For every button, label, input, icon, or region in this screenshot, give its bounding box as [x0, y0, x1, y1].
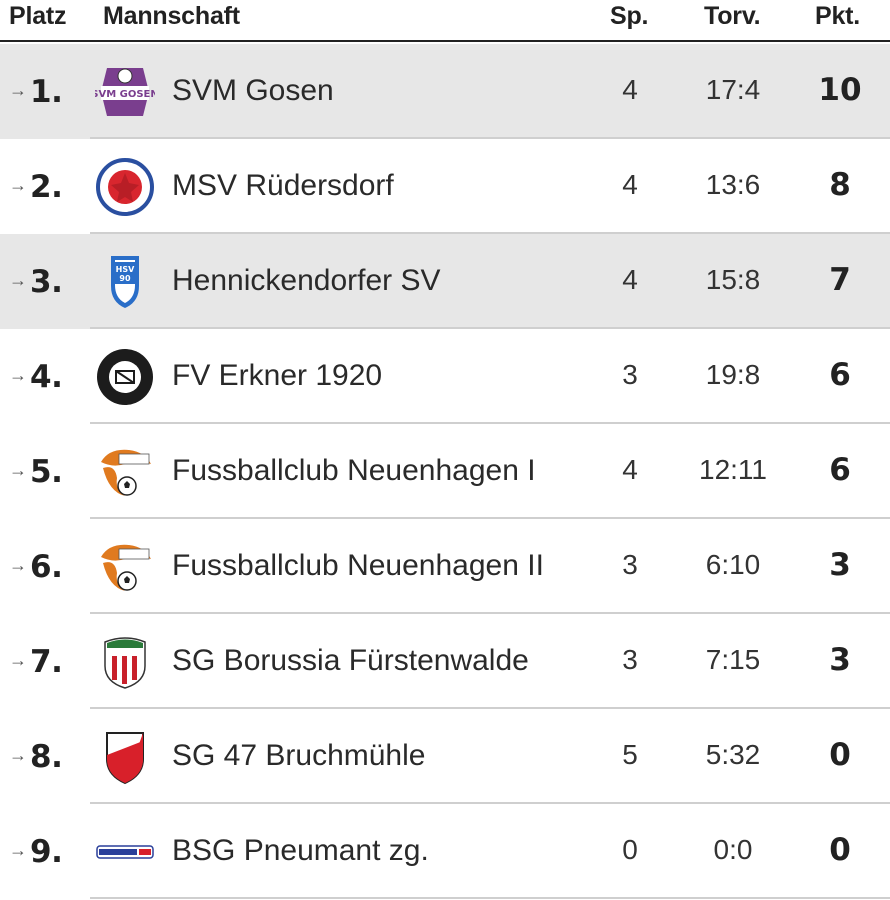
- table-row[interactable]: → 2. MSV Rüdersdorf 4 13:6 8: [0, 139, 890, 234]
- svg-text:SVM GOSEN: SVM GOSEN: [95, 89, 155, 100]
- team-name[interactable]: FV Erkner 1920: [172, 359, 383, 392]
- arrow-right-icon: →: [9, 745, 27, 765]
- header-rank[interactable]: Platz: [9, 2, 67, 30]
- rank: 5.: [30, 454, 63, 490]
- team-name[interactable]: Hennickendorfer SV: [172, 264, 441, 297]
- table-row[interactable]: → 8. SG 47 Bruchmühle 5 5:32 0: [0, 709, 890, 804]
- sg47-bruchmuehle-logo-icon[interactable]: [95, 727, 155, 787]
- points: 3: [829, 547, 851, 583]
- table-row[interactable]: → 7. SG Borussia Fürstenwalde 3 7:15 3: [0, 614, 890, 709]
- row-divider: [90, 327, 890, 329]
- goal-ratio: 19:8: [705, 359, 761, 390]
- header-goals[interactable]: Torv.: [704, 2, 761, 30]
- points: 7: [829, 262, 851, 298]
- header-team[interactable]: Mannschaft: [103, 2, 240, 30]
- header-games[interactable]: Sp.: [610, 2, 649, 30]
- team-name[interactable]: MSV Rüdersdorf: [172, 169, 394, 202]
- points: 0: [829, 737, 851, 773]
- standings-table: → 1. SVM GOSEN SVM Gosen 4 17:4 10 → 2. …: [0, 44, 890, 899]
- table-row[interactable]: → 9. BSG Pneumant zg. 0 0:0 0: [0, 804, 890, 899]
- rank: 3.: [30, 264, 63, 300]
- header-points[interactable]: Pkt.: [815, 2, 861, 30]
- rank: 2.: [30, 169, 63, 205]
- goal-ratio: 13:6: [705, 169, 761, 200]
- rank: 6.: [30, 549, 63, 585]
- row-divider: [90, 517, 890, 519]
- games-played: 0: [622, 834, 638, 865]
- table-row[interactable]: → 6. Fussballclub Neuenhagen II 3 6:10 3: [0, 519, 890, 614]
- svg-text:90: 90: [119, 274, 131, 283]
- games-played: 4: [622, 74, 638, 105]
- arrow-right-icon: →: [9, 840, 27, 860]
- points: 6: [829, 357, 851, 393]
- goal-ratio: 12:11: [699, 454, 767, 485]
- games-played: 4: [622, 454, 638, 485]
- goal-ratio: 15:8: [705, 264, 761, 295]
- row-divider: [90, 137, 890, 139]
- row-divider: [90, 897, 890, 899]
- table-row[interactable]: → 4. FV Erkner 1920 3 19:8 6: [0, 329, 890, 424]
- rank: 8.: [30, 739, 63, 775]
- arrow-right-icon: →: [9, 460, 27, 480]
- goal-ratio: 0:0: [713, 834, 753, 865]
- goal-ratio: 17:4: [705, 74, 761, 105]
- row-divider: [90, 422, 890, 424]
- fc-neuenhagen-logo-icon[interactable]: [95, 442, 155, 502]
- svg-text:HSV: HSV: [116, 265, 135, 274]
- games-played: 4: [622, 169, 638, 200]
- msv-ruedersdorf-logo-icon[interactable]: [95, 157, 155, 217]
- fv-erkner-logo-icon[interactable]: [95, 347, 155, 407]
- arrow-right-icon: →: [9, 650, 27, 670]
- points: 0: [829, 832, 851, 868]
- team-name[interactable]: Fussballclub Neuenhagen I: [172, 454, 536, 487]
- games-played: 3: [622, 359, 638, 390]
- team-name[interactable]: SVM Gosen: [172, 74, 334, 107]
- games-played: 3: [622, 644, 638, 675]
- rank: 4.: [30, 359, 63, 395]
- team-name[interactable]: Fussballclub Neuenhagen II: [172, 549, 544, 582]
- rank: 1.: [30, 74, 63, 110]
- arrow-right-icon: →: [9, 365, 27, 385]
- arrow-right-icon: →: [9, 270, 27, 290]
- row-divider: [90, 802, 890, 804]
- pneumant-logo-icon[interactable]: [95, 822, 155, 882]
- team-name[interactable]: BSG Pneumant zg.: [172, 834, 429, 867]
- team-name[interactable]: SG 47 Bruchmühle: [172, 739, 426, 772]
- table-row[interactable]: → 5. Fussballclub Neuenhagen I 4 12:11 6: [0, 424, 890, 519]
- points: 6: [829, 452, 851, 488]
- points: 10: [818, 72, 862, 108]
- games-played: 5: [622, 739, 638, 770]
- team-name[interactable]: SG Borussia Fürstenwalde: [172, 644, 529, 677]
- arrow-right-icon: →: [9, 555, 27, 575]
- borussia-fuerstenwalde-logo-icon[interactable]: [95, 632, 155, 692]
- goal-ratio: 5:32: [705, 739, 761, 770]
- games-played: 4: [622, 264, 638, 295]
- table-row[interactable]: → 1. SVM GOSEN SVM Gosen 4 17:4 10: [0, 44, 890, 139]
- table-header: Platz Mannschaft Sp. Torv. Pkt.: [0, 0, 890, 42]
- rank: 7.: [30, 644, 63, 680]
- points: 8: [829, 167, 851, 203]
- arrow-right-icon: →: [9, 80, 27, 100]
- games-played: 3: [622, 549, 638, 580]
- svm-gosen-logo-icon[interactable]: SVM GOSEN: [95, 62, 155, 122]
- goal-ratio: 7:15: [705, 644, 761, 675]
- row-divider: [90, 707, 890, 709]
- rank: 9.: [30, 834, 63, 870]
- goal-ratio: 6:10: [705, 549, 761, 580]
- hsv-90-logo-icon[interactable]: HSV 90: [95, 252, 155, 312]
- arrow-right-icon: →: [9, 175, 27, 195]
- table-row[interactable]: → 3. HSV 90 Hennickendorfer SV 4 15:8 7: [0, 234, 890, 329]
- row-divider: [90, 232, 890, 234]
- points: 3: [829, 642, 851, 678]
- fc-neuenhagen-logo-icon[interactable]: [95, 537, 155, 597]
- row-divider: [90, 612, 890, 614]
